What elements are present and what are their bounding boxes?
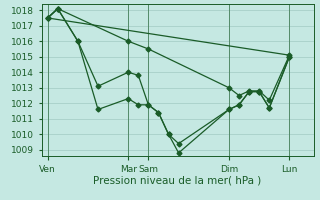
X-axis label: Pression niveau de la mer( hPa ): Pression niveau de la mer( hPa )	[93, 175, 262, 185]
